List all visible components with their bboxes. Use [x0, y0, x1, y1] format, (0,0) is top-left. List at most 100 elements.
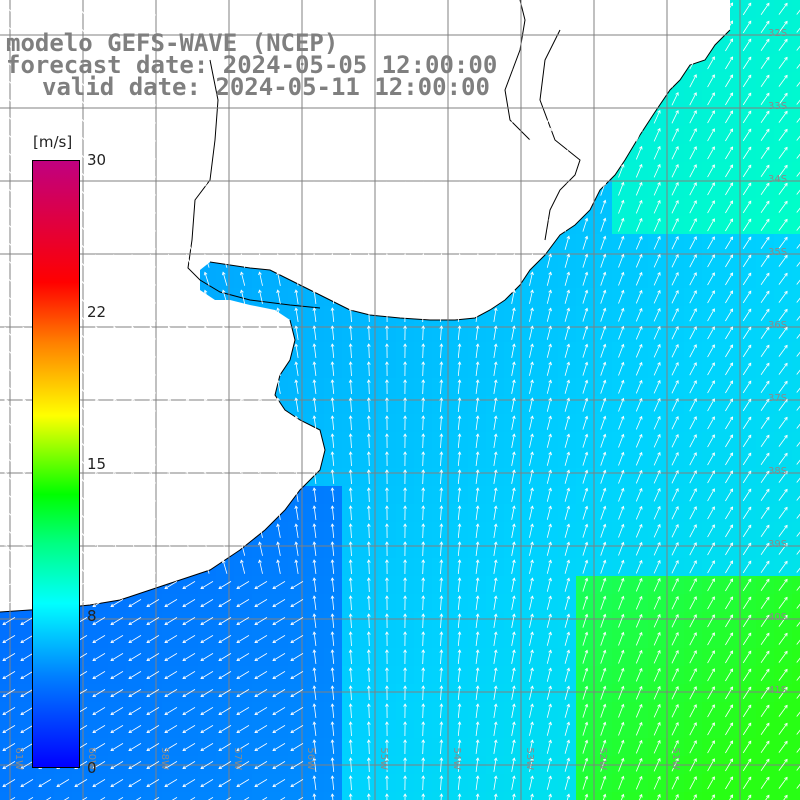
wind-arrow-head [330, 217, 335, 221]
wind-arrow [440, 181, 442, 197]
wind-arrow [689, 20, 697, 34]
wind-arrow [350, 37, 352, 53]
wind-arrow [259, 92, 263, 106]
wind-arrow-head [203, 19, 208, 24]
wind-arrow-head [185, 217, 190, 222]
wind-arrow-head [729, 2, 734, 6]
wind-cell [792, 666, 800, 684]
wind-arrow-head [203, 307, 208, 312]
wind-cell [18, 792, 36, 800]
wind-arrow [582, 182, 588, 196]
wind-arrow-head [475, 217, 480, 221]
wind-cell [792, 360, 800, 378]
wind-arrow-head [675, 272, 679, 276]
wind-arrow-head [312, 19, 317, 23]
wind-arrow [689, 236, 697, 250]
wind-arrow-head [4, 182, 8, 187]
wind-arrow [186, 164, 192, 178]
wind-arrow [760, 2, 770, 16]
wind-arrow [653, 146, 661, 160]
wind-arrow-head [348, 109, 353, 113]
wind-arrow [511, 128, 515, 142]
wind-arrow-head [258, 289, 262, 294]
wind-arrow [259, 272, 263, 286]
wind-arrow-head [439, 145, 444, 149]
wind-arrow-head [784, 38, 788, 43]
wind-arrow-head [131, 1, 135, 6]
wind-arrow [22, 74, 32, 88]
wind-cell [450, 792, 468, 800]
wind-arrow [742, 236, 752, 250]
wind-arrow-head [602, 37, 607, 42]
wind-arrow [707, 92, 715, 106]
wind-arrow [113, 272, 121, 286]
wind-arrow [582, 308, 588, 322]
wind-arrow-head [22, 92, 26, 97]
wind-arrow-head [493, 1, 498, 6]
wind-arrow [796, 153, 800, 159]
wind-arrow [149, 56, 157, 70]
wind-arrow [113, 110, 121, 124]
wind-arrow-head [421, 199, 426, 203]
wind-arrow [725, 236, 733, 250]
wind-arrow [475, 128, 479, 142]
wind-arrow-head [95, 146, 99, 150]
wind-arrow [653, 2, 661, 16]
wind-arrow [564, 2, 570, 16]
wind-arrow-head [421, 19, 426, 23]
wind-arrow-head [403, 199, 407, 203]
wind-arrow [204, 182, 210, 196]
wind-arrow-head [149, 163, 153, 168]
wind-arrow-head [639, 55, 643, 60]
wind-arrow [259, 146, 263, 160]
wind-arrow [422, 91, 424, 107]
wind-arrow [725, 2, 733, 16]
wind-arrow [350, 163, 352, 179]
wind-arrow-head [729, 164, 734, 168]
wind-arrow [277, 308, 281, 322]
wind-arrow [350, 253, 352, 269]
wind-cell [792, 144, 800, 162]
wind-arrow [653, 182, 661, 196]
wind-arrow-head [258, 73, 262, 78]
wind-arrow [277, 38, 281, 52]
wind-arrow [635, 110, 643, 124]
wind-arrow [259, 164, 263, 178]
wind-arrow [186, 290, 192, 304]
wind-arrow [760, 110, 770, 124]
wind-arrow-head [203, 199, 208, 204]
wind-arrow [475, 254, 479, 268]
wind-arrow-head [566, 19, 571, 24]
wind-arrow-head [457, 109, 462, 113]
wind-arrow [95, 128, 103, 142]
wind-arrow-head [240, 253, 244, 258]
wind-arrow [222, 20, 228, 34]
wind-arrow [368, 289, 370, 305]
wind-arrow [529, 218, 533, 232]
wind-arrow-head [548, 235, 552, 240]
wind-arrow-head [747, 20, 752, 25]
wind-arrow [742, 164, 752, 178]
wind-arrow [350, 109, 352, 125]
wind-arrow-head [95, 272, 99, 276]
wind-arrow [149, 20, 157, 34]
wind-arrow [564, 290, 570, 304]
wind-arrow [4, 21, 14, 33]
wind-arrow [671, 236, 679, 250]
wind-arrow-head [185, 19, 190, 24]
wind-arrow [778, 111, 788, 123]
wind-arrow [295, 110, 299, 124]
wind-arrow-head [77, 20, 81, 24]
wind-arrow [22, 200, 32, 214]
wind-arrow [457, 109, 461, 125]
wind-arrow-head [493, 217, 498, 222]
wind-arrow-head [4, 254, 8, 259]
wind-arrow-head [385, 145, 389, 149]
wind-arrow-head [729, 236, 734, 240]
wind-arrow [475, 182, 479, 196]
wind-arrow [511, 182, 515, 196]
wind-arrow-head [385, 217, 389, 221]
wind-arrow [457, 73, 461, 89]
wind-arrow [564, 254, 570, 268]
wind-arrow-head [693, 218, 697, 222]
